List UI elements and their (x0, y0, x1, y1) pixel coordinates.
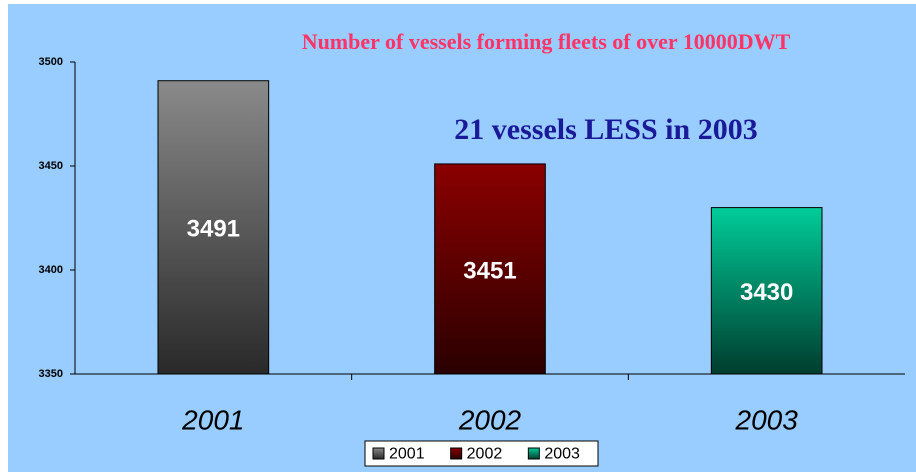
x-tick-label: 2003 (735, 404, 799, 435)
legend-label: 2001 (389, 446, 425, 463)
legend-swatch (450, 447, 463, 460)
data-label: 3451 (463, 257, 516, 284)
x-tick-label: 2001 (181, 404, 244, 435)
bar (710, 207, 823, 375)
y-tick-label: 3450 (39, 160, 63, 172)
legend-box (364, 440, 599, 467)
y-tick-label: 3500 (39, 56, 63, 68)
legend-label: 2002 (467, 446, 503, 463)
data-label: 3491 (187, 216, 240, 243)
y-tick-label: 3400 (39, 264, 63, 276)
y-tick-label: 3350 (39, 368, 63, 380)
legend-swatch (372, 447, 385, 460)
legend-swatch (527, 447, 540, 460)
data-label: 3430 (740, 279, 793, 306)
bar (157, 80, 270, 375)
chart-title: Number of vessels forming fleets of over… (302, 29, 791, 54)
legend-label: 2003 (544, 446, 580, 463)
x-tick-label: 2002 (458, 404, 522, 435)
annotation: 21 vessels LESS in 2003 (454, 113, 757, 146)
bar (434, 163, 546, 375)
